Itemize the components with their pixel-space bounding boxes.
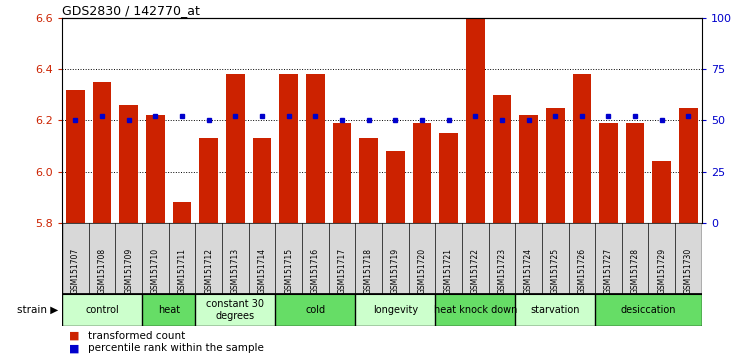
Bar (653, 161, 671, 223)
Text: heat knock down: heat knock down (433, 305, 517, 315)
Text: ■: ■ (69, 343, 80, 353)
Bar (146, 115, 164, 223)
Bar (493, 95, 511, 223)
Bar (279, 74, 298, 223)
Bar (546, 108, 564, 223)
Text: starvation: starvation (531, 305, 580, 315)
Bar (355, 294, 435, 326)
Bar (466, 18, 485, 223)
Text: ■: ■ (69, 331, 80, 341)
Bar (439, 133, 458, 223)
Bar (519, 115, 538, 223)
Bar (435, 294, 515, 326)
Bar (515, 294, 595, 326)
Bar (679, 108, 698, 223)
Bar (360, 138, 378, 223)
Text: heat: heat (158, 305, 180, 315)
Bar (195, 294, 276, 326)
Bar (66, 90, 85, 223)
Bar (173, 202, 192, 223)
Bar (276, 294, 355, 326)
Bar (599, 123, 618, 223)
Bar (572, 74, 591, 223)
Text: constant 30
degrees: constant 30 degrees (206, 299, 265, 321)
Bar (626, 123, 645, 223)
Bar (412, 123, 431, 223)
Bar (93, 82, 111, 223)
Bar (306, 74, 325, 223)
Text: transformed count: transformed count (88, 331, 185, 341)
Text: cold: cold (306, 305, 325, 315)
Bar (62, 294, 142, 326)
Bar (142, 294, 195, 326)
Text: longevity: longevity (373, 305, 418, 315)
Text: control: control (86, 305, 119, 315)
Text: strain ▶: strain ▶ (18, 305, 58, 315)
Bar (119, 105, 138, 223)
Text: GDS2830 / 142770_at: GDS2830 / 142770_at (62, 4, 200, 17)
Text: percentile rank within the sample: percentile rank within the sample (88, 343, 264, 353)
Bar (595, 294, 702, 326)
Bar (333, 123, 352, 223)
Bar (200, 138, 218, 223)
Bar (253, 138, 271, 223)
Bar (226, 74, 245, 223)
Bar (386, 151, 404, 223)
Text: desiccation: desiccation (621, 305, 676, 315)
